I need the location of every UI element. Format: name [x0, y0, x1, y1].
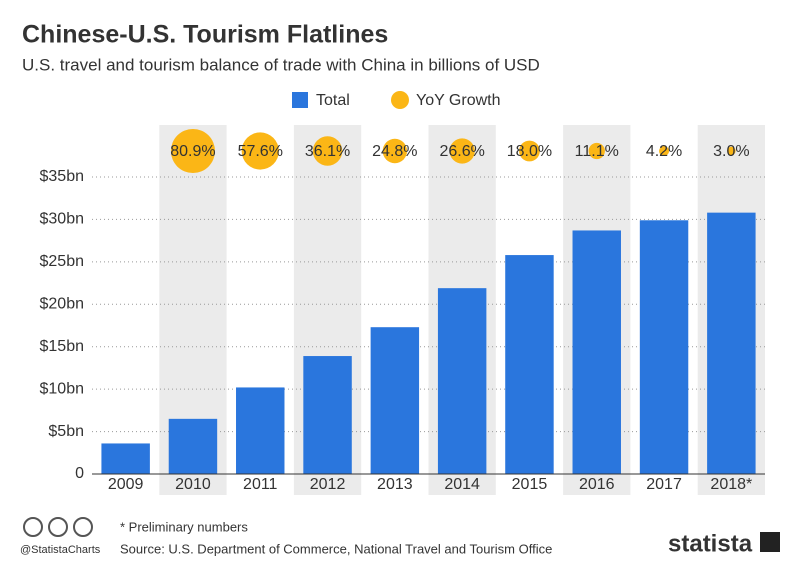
- growth-bubble: [312, 136, 343, 166]
- growth-label: 11.1%: [575, 143, 619, 160]
- x-tick-label: 2018*: [710, 476, 752, 493]
- bar: [707, 212, 756, 474]
- growth-bubble: [727, 146, 736, 156]
- x-tick-label: 2013: [377, 476, 413, 493]
- x-tick-label: 2010: [175, 476, 211, 493]
- y-tick-label: $25bn: [40, 253, 85, 270]
- x-tick-label: 2009: [108, 476, 144, 493]
- legend-swatch: [391, 91, 409, 109]
- bar: [236, 387, 285, 474]
- y-tick-label: $20bn: [40, 296, 85, 313]
- y-tick-label: $10bn: [40, 380, 85, 397]
- y-tick-label: $15bn: [40, 338, 85, 355]
- growth-label: 3.0%: [713, 143, 749, 160]
- bar: [303, 356, 352, 474]
- y-tick-label: $30bn: [40, 211, 85, 228]
- y-tick-label: 0: [75, 465, 84, 482]
- growth-label: 4.2%: [646, 143, 682, 160]
- bar: [437, 288, 487, 474]
- bar: [101, 443, 150, 474]
- growth-bubble: [170, 128, 215, 174]
- brand: statista: [668, 530, 753, 557]
- growth-bubble: [588, 142, 605, 160]
- bar: [168, 418, 218, 474]
- growth-label: 57.6%: [238, 143, 283, 160]
- footer: @StatistaCharts * Preliminary numbers So…: [20, 517, 780, 557]
- legend-label: YoY Growth: [416, 92, 501, 109]
- growth-bubble: [519, 140, 540, 162]
- growth-label: 18.0%: [507, 143, 552, 160]
- source: Source: U.S. Department of Commerce, Nat…: [120, 541, 552, 556]
- bar: [505, 255, 554, 474]
- by-icon: [48, 517, 68, 537]
- y-tick-label: $5bn: [48, 423, 84, 440]
- growth-bubble: [449, 138, 475, 164]
- chart-subtitle: U.S. travel and tourism balance of trade…: [22, 55, 540, 74]
- growth-bubble: [659, 145, 670, 157]
- x-tick-label: 2015: [512, 476, 548, 493]
- growth-label: 24.8%: [372, 143, 417, 160]
- brand-logo: [760, 532, 780, 552]
- growth-bubble: [382, 138, 408, 164]
- nd-icon: [73, 517, 93, 537]
- legend-label: Total: [316, 92, 350, 109]
- x-tick-label: 2017: [646, 476, 682, 493]
- x-tick-label: 2011: [243, 476, 278, 493]
- cc-icon: [23, 517, 43, 537]
- x-tick-label: 2016: [579, 476, 615, 493]
- legend-swatch: [292, 92, 308, 108]
- chart-title: Chinese-U.S. Tourism Flatlines: [22, 21, 388, 49]
- bar: [370, 327, 420, 474]
- growth-label: 26.6%: [439, 143, 484, 160]
- x-tick-label: 2012: [310, 476, 346, 493]
- handle: @StatistaCharts: [20, 544, 101, 556]
- y-tick-label: $35bn: [40, 168, 85, 185]
- x-tick-label: 2014: [444, 476, 480, 493]
- note: * Preliminary numbers: [120, 519, 248, 534]
- bar: [572, 230, 621, 474]
- growth-label: 36.1%: [305, 143, 350, 160]
- growth-label: 80.9%: [170, 143, 215, 160]
- bar: [639, 220, 689, 474]
- growth-bubble: [241, 132, 279, 170]
